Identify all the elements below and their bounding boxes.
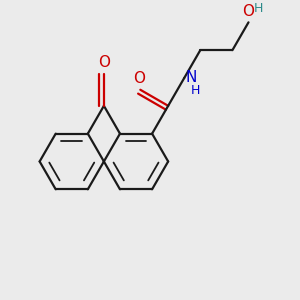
Text: O: O	[98, 55, 110, 70]
Text: O: O	[133, 71, 145, 86]
Text: H: H	[190, 84, 200, 97]
Text: N: N	[186, 70, 197, 86]
Text: H: H	[254, 2, 263, 15]
Text: O: O	[242, 4, 254, 19]
